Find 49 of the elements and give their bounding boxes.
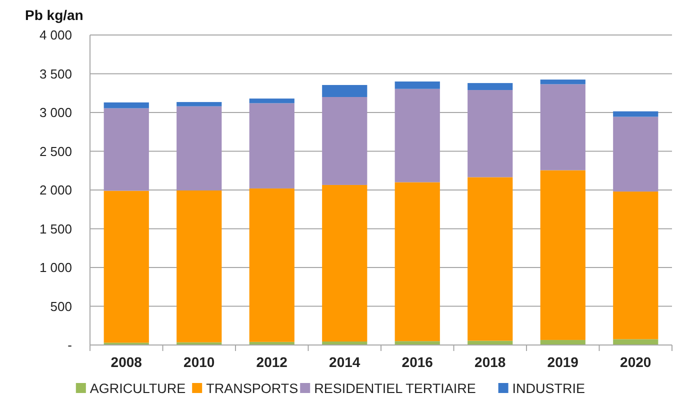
bar	[104, 190, 149, 343]
y-tick-label: 2 000	[39, 182, 72, 198]
x-tick-label: 2016	[402, 354, 434, 370]
bar	[104, 108, 149, 191]
bar	[613, 192, 658, 340]
x-tick-label: 2012	[256, 354, 288, 370]
bar	[394, 182, 440, 342]
y-tick-label: 3 000	[39, 105, 72, 120]
bar	[249, 103, 294, 188]
y-tick-label: 1 500	[39, 221, 72, 236]
bar	[322, 84, 368, 97]
legend-label: AGRICULTURE	[90, 381, 186, 396]
x-tick-label: 2008	[110, 354, 142, 370]
bar	[394, 82, 440, 89]
x-tick-label: 2010	[184, 354, 215, 370]
y-tick-label: -	[68, 338, 72, 353]
x-tick-label: 2014	[329, 354, 360, 370]
y-axis-title: Pb kg/an	[25, 7, 84, 23]
bar	[468, 83, 513, 90]
bar	[104, 102, 149, 108]
bar	[249, 98, 294, 104]
bar	[176, 106, 222, 190]
bar	[540, 84, 586, 170]
x-tick-label: 2020	[620, 354, 652, 370]
y-tick-label: 2 500	[39, 144, 72, 159]
y-tick-label: 500	[50, 298, 72, 314]
bar	[540, 80, 586, 84]
y-tick-label: 3 500	[39, 66, 72, 82]
bar	[176, 190, 222, 342]
legend-label: TRANSPORTS	[206, 381, 298, 396]
bar	[468, 177, 513, 341]
bar	[540, 170, 586, 340]
bar	[468, 340, 513, 345]
x-tick-label: 2018	[474, 354, 506, 370]
bar	[249, 188, 294, 342]
bar	[394, 341, 440, 345]
bar	[613, 116, 658, 192]
y-tick-label: 1 000	[39, 260, 72, 276]
bar	[322, 97, 368, 185]
legend-label: RESIDENTIEL TERTIAIRE	[314, 381, 476, 396]
y-tick-label: 4 000	[39, 28, 72, 43]
bar	[394, 88, 440, 182]
bar	[613, 111, 658, 117]
bar	[176, 102, 222, 106]
x-tick-label: 2019	[547, 354, 579, 370]
legend-label: INDUSTRIE	[512, 381, 586, 396]
bar	[468, 90, 513, 178]
bar	[322, 184, 368, 342]
bar	[613, 339, 658, 345]
